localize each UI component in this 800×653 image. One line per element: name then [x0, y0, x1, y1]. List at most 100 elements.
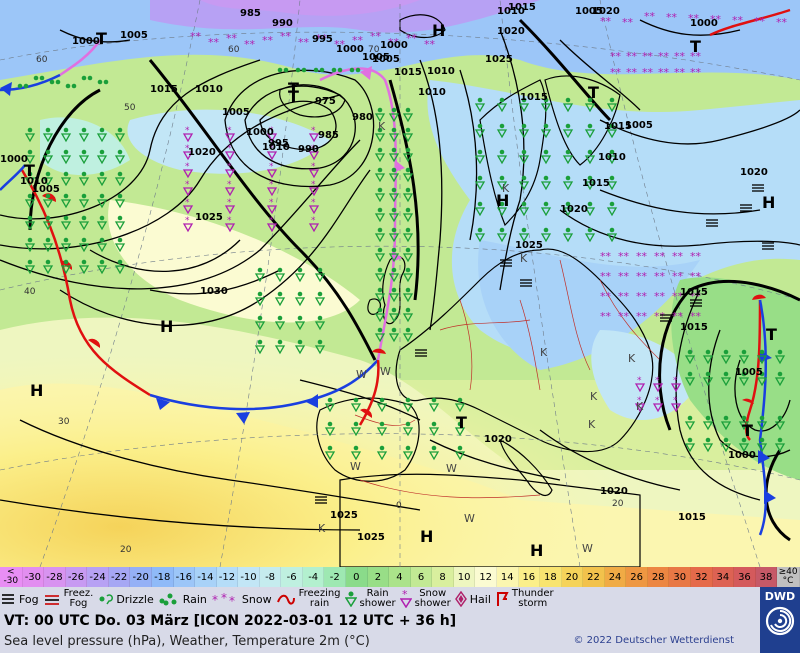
rain-shower-symbol	[477, 227, 483, 233]
isobar-label: 1000	[380, 40, 408, 51]
rain-shower-symbol	[759, 437, 765, 443]
rain-symbol	[331, 67, 337, 73]
rain-shower-symbol	[759, 349, 765, 355]
rain-shower-symbol	[388, 133, 400, 143]
snow-shower-symbol	[634, 383, 646, 393]
rain-shower-symbol	[777, 349, 783, 355]
isobar-label: 995	[312, 34, 333, 45]
rain-shower-symbol	[388, 253, 400, 263]
rain-shower-symbol	[81, 171, 87, 177]
rain-shower-symbol	[78, 177, 90, 187]
low-pressure-label: T	[24, 161, 35, 180]
snow-shower-symbol	[670, 403, 682, 413]
rain-shower-symbol	[584, 129, 596, 139]
rain-shower-symbol	[562, 155, 574, 165]
rain-symbol	[313, 67, 319, 73]
rain-shower-symbol	[277, 291, 283, 297]
rain-shower-symbol	[317, 339, 323, 345]
snow-symbol: **	[208, 36, 220, 49]
legend-snow: * * * Snow	[211, 592, 272, 606]
scale-cell: -28	[44, 567, 66, 587]
isobar-label: 1020	[484, 434, 512, 445]
rain-shower-symbol	[756, 377, 768, 387]
isobar-label: 1020	[740, 167, 768, 178]
rain-shower-symbol	[405, 247, 411, 253]
rain-shower-symbol	[518, 207, 530, 217]
rain-shower-symbol	[294, 297, 306, 307]
isotherm-label: 20	[612, 499, 624, 509]
scale-cell: -26	[65, 567, 88, 587]
snow-shower-symbol: *	[637, 376, 642, 386]
high-pressure-label: H	[432, 21, 445, 40]
rain-shower-symbol	[405, 167, 411, 173]
snow-symbol: **	[610, 50, 622, 63]
rain-shower-symbol	[756, 443, 768, 453]
scale-cell: 8	[432, 567, 454, 587]
rain-shower-symbol	[377, 287, 383, 293]
thunderstorm-icon	[496, 592, 509, 606]
rain-shower-symbol	[405, 207, 411, 213]
rain-shower-symbol	[374, 173, 386, 183]
scale-low-line1: <	[7, 567, 15, 577]
rain-shower-symbol	[350, 403, 362, 413]
high-pressure-label: H	[762, 193, 775, 212]
rain-shower-symbol	[63, 237, 69, 243]
rain-shower-symbol	[609, 149, 615, 155]
rain-shower-symbol	[96, 133, 108, 143]
snow-shower-symbol	[308, 151, 320, 161]
rain-shower-symbol	[606, 103, 618, 113]
rain-shower-symbol	[27, 193, 33, 199]
rain-shower-symbol	[723, 415, 729, 421]
rain-shower-symbol	[314, 273, 326, 283]
svg-text:*: *	[402, 590, 408, 601]
rain-shower-symbol	[405, 327, 411, 333]
snow-symbol: **	[672, 290, 684, 303]
rain-shower-symbol	[45, 149, 51, 155]
rain-shower-symbol	[405, 445, 411, 451]
rain-shower-symbol	[609, 123, 615, 129]
rain-shower-symbol	[353, 421, 359, 427]
isobar-label: 1015	[582, 178, 610, 189]
rain-shower-symbol	[720, 443, 732, 453]
rain-shower-symbol	[60, 265, 72, 275]
rain-shower-symbol	[499, 227, 505, 233]
rain-shower-symbol	[687, 437, 693, 443]
rain-shower-symbol	[587, 149, 593, 155]
rain-shower-symbol	[684, 355, 696, 365]
rain-shower-symbol	[705, 349, 711, 355]
snow-shower-symbol	[652, 383, 664, 393]
rain-shower-symbol	[402, 213, 414, 223]
rain-shower-symbol	[405, 147, 411, 153]
rain-shower-symbol	[499, 201, 505, 207]
rain-shower-symbol	[391, 247, 397, 253]
rain-shower-symbol	[377, 147, 383, 153]
rain-shower-symbol	[297, 267, 303, 273]
isotherm-label: 60	[36, 55, 48, 65]
snow-shower-symbol: *	[269, 180, 274, 190]
rain-shower-symbol	[391, 307, 397, 313]
scale-cell: 0	[346, 567, 368, 587]
scale-cell: -20	[130, 567, 152, 587]
rain-shower-symbol	[314, 297, 326, 307]
snow-shower-symbol: *	[311, 144, 316, 154]
rain-shower-symbol	[774, 421, 786, 431]
rain-shower-symbol	[606, 207, 618, 217]
air-mass-letter: W	[356, 368, 367, 381]
isobar-label: 1005	[362, 52, 390, 63]
rain-shower-symbol	[405, 127, 411, 133]
rain-shower-symbol	[606, 233, 618, 243]
rain-shower-symbol	[402, 233, 414, 243]
scale-cell: 6	[410, 567, 433, 587]
rain-shower-symbol	[99, 149, 105, 155]
snow-symbol: **	[370, 30, 382, 43]
low-pressure-label: T	[288, 79, 299, 98]
high-pressure-label: H	[160, 317, 173, 336]
rain-shower-symbol	[99, 171, 105, 177]
rain-symbol	[33, 75, 39, 81]
isobar-label: 985	[318, 130, 339, 141]
isobar-label: 1010	[262, 142, 290, 153]
isobar-label: 995	[268, 138, 289, 149]
snow-shower-symbol	[182, 169, 194, 179]
rain-shower-symbol	[374, 253, 386, 263]
rain-shower-symbol	[114, 243, 126, 253]
